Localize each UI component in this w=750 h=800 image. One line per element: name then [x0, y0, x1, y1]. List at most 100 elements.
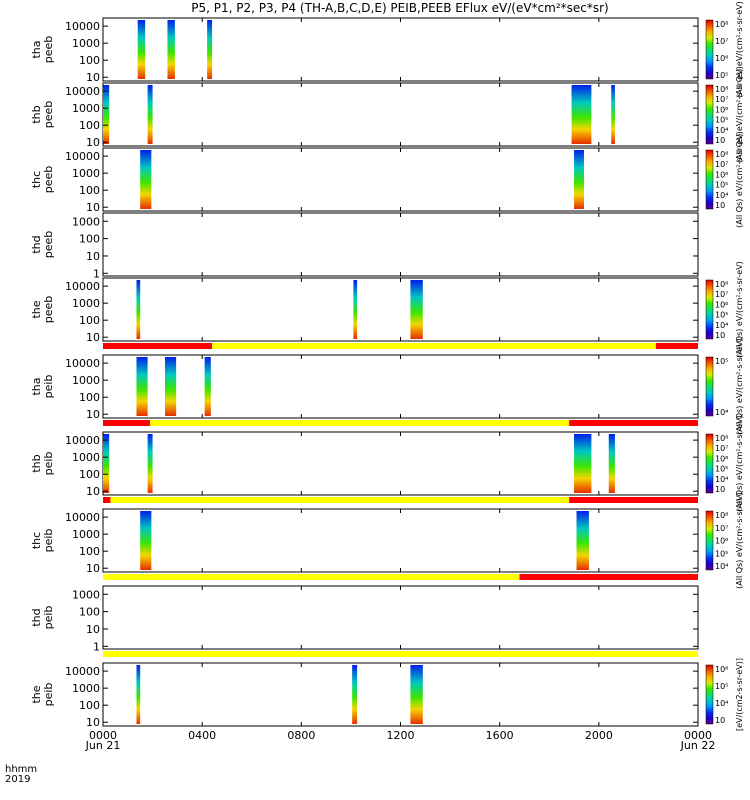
panel-frame	[103, 278, 698, 341]
status-segment-red	[103, 497, 110, 503]
colorbar-tick-label: 10⁷	[715, 160, 728, 169]
status-bar-2	[103, 497, 698, 503]
panel-label-product: peeb	[42, 36, 55, 64]
y-tick-label: 1000	[72, 167, 100, 180]
colorbar-tick-label: 10⁳	[715, 716, 725, 725]
burst-1	[574, 150, 584, 209]
burst-3	[609, 434, 615, 493]
status-segment-red	[569, 497, 698, 503]
y-tick-label: 10	[86, 562, 100, 575]
x-tick-label: 2000	[585, 729, 613, 742]
panel-label-product: peeb	[42, 296, 55, 324]
y-tick-label: 10000	[65, 434, 100, 447]
colorbar-tick-label: 10⁴	[715, 408, 728, 417]
colorbar-tick-label: 10⁳	[715, 485, 725, 494]
y-tick-label: 100	[79, 468, 100, 481]
colorbar-tick-label: 10⁶	[715, 537, 728, 546]
colorbar	[706, 434, 713, 493]
status-bar-1	[103, 420, 698, 426]
colorbar-tick-label: 10⁵	[715, 116, 728, 125]
status-segment-red	[656, 343, 698, 349]
status-segment-red	[569, 420, 698, 426]
y-tick-label: 10000	[65, 85, 100, 98]
colorbar-tick-label: 10⁸	[715, 434, 728, 443]
y-tick-label: 100	[79, 545, 100, 558]
panel-label: thepeib	[30, 683, 55, 707]
y-tick-label: 10000	[65, 511, 100, 524]
colorbar-tick-label: 10⁴	[715, 321, 728, 330]
y-tick-label: 100	[79, 54, 100, 67]
burst-2	[205, 357, 211, 416]
colorbar-label: (All Qs) eV/(cm²-s-sr-eV)	[735, 492, 744, 589]
colorbar-tick-label: 10⁷	[715, 444, 728, 453]
panel-frame	[103, 148, 698, 211]
burst-1	[577, 511, 589, 570]
status-segment-red	[103, 343, 212, 349]
y-tick-label: 10	[86, 716, 100, 729]
y-tick-label: 10000	[65, 20, 100, 33]
panel-label-product: peib	[42, 606, 55, 630]
colorbar-tick-label: 10⁶	[715, 454, 728, 463]
panel-label-product: peeb	[42, 231, 55, 259]
burst-1	[353, 280, 357, 339]
colorbar-label: [eV/(cm2-s-sr-eV)]	[735, 658, 744, 731]
panel-label: thcpeib	[30, 529, 55, 553]
colorbar-tick-label: 10⁶	[715, 54, 728, 63]
burst-0	[103, 434, 109, 493]
colorbar-tick-label: 10⁳	[715, 201, 725, 210]
burst-0	[103, 85, 109, 144]
colorbar-tick-label: 10⁴	[715, 126, 728, 135]
panel-label: thcpeeb	[30, 166, 55, 194]
y-tick-label: 100	[79, 119, 100, 132]
status-segment-yellow	[150, 420, 569, 426]
burst-0	[136, 357, 147, 416]
panel-label-product: peib	[42, 375, 55, 399]
panel-label-product: peib	[42, 529, 55, 553]
colorbar-tick-label: 10⁶	[715, 300, 728, 309]
burst-0	[140, 511, 151, 570]
burst-0	[140, 150, 151, 209]
burst-1	[167, 20, 174, 79]
x-tick-label: 1600	[486, 729, 514, 742]
status-segment-yellow	[118, 651, 698, 657]
colorbar	[706, 20, 713, 79]
burst-2	[410, 665, 422, 724]
burst-0	[136, 665, 140, 724]
y-tick-label: 10000	[65, 280, 100, 293]
panel-frame	[103, 586, 698, 649]
panel-label: thapeib	[30, 375, 55, 399]
y-tick-label: 10	[86, 408, 100, 421]
y-tick-label: 10	[86, 331, 100, 344]
colorbar-tick-label: 10⁸	[715, 150, 728, 159]
y-tick-label: 100	[79, 391, 100, 404]
colorbar-tick-label: 10⁵	[715, 181, 728, 190]
y-tick-label: 10	[86, 201, 100, 214]
y-tick-label: 10	[86, 71, 100, 84]
colorbar-tick-label: 10⁴	[715, 562, 728, 571]
panel-frame	[103, 18, 698, 81]
chart-title: P5, P1, P2, P3, P4 (TH-A,B,C,D,E) PEIB,P…	[191, 1, 608, 15]
x-tick-label: 1200	[387, 729, 415, 742]
y-tick-label: 10	[86, 623, 100, 636]
colorbar-tick-label: 10⁵	[715, 682, 728, 691]
status-segment-yellow	[103, 574, 520, 580]
burst-0	[138, 20, 145, 79]
status-segment-red	[520, 574, 699, 580]
panel-the-peib: 10 100 1000 10000 thepeib 10⁳ 10⁴ 10⁵ 10⁶ [eV/(cm…	[30, 658, 744, 731]
colorbar-tick-label: 10⁵	[715, 71, 728, 80]
burst-1	[352, 665, 357, 724]
panel-label: thepeeb	[30, 296, 55, 324]
colorbar-tick-label: 10⁴	[715, 475, 728, 484]
panel-label: thbpeib	[30, 452, 55, 476]
y-tick-label: 100	[79, 606, 100, 619]
burst-0	[136, 280, 140, 339]
colorbar	[706, 150, 713, 209]
burst-1	[148, 434, 153, 493]
panel-frame	[103, 213, 698, 276]
panel-label: thdpeeb	[30, 231, 55, 259]
burst-2	[572, 85, 592, 144]
panel-frame	[103, 83, 698, 146]
colorbar-tick-label: 10⁷	[715, 37, 728, 46]
y-tick-label: 10000	[65, 665, 100, 678]
